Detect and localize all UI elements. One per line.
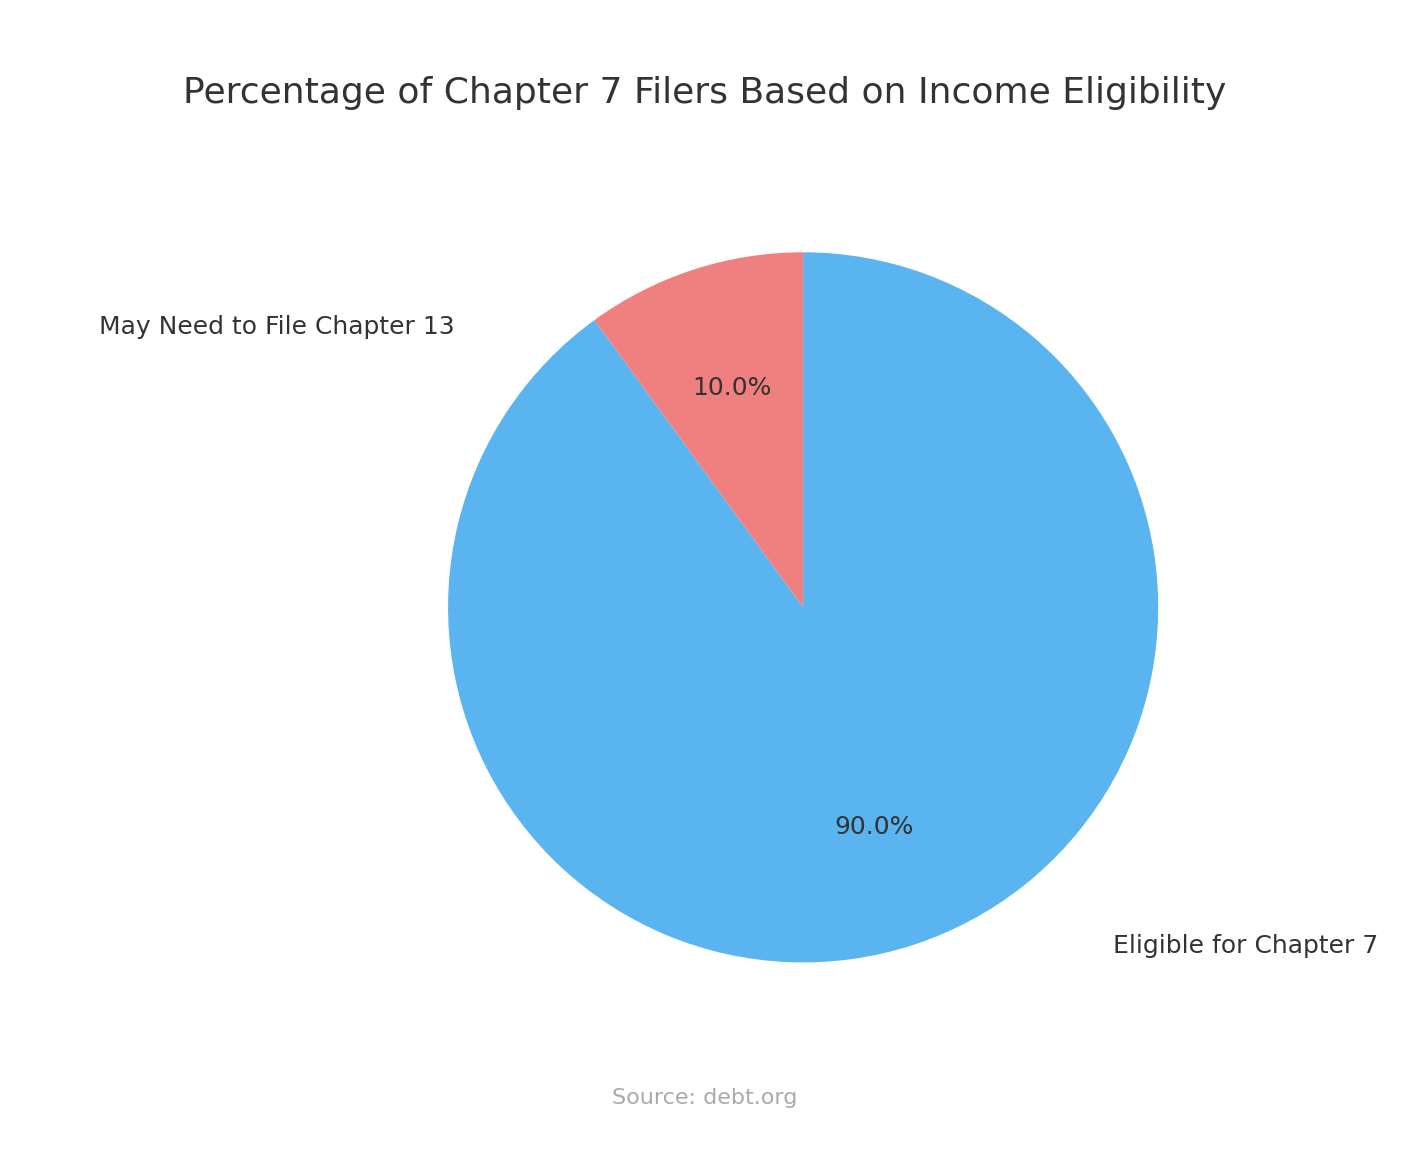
Wedge shape bbox=[595, 252, 803, 607]
Wedge shape bbox=[448, 252, 1158, 962]
Text: 10.0%: 10.0% bbox=[692, 376, 772, 399]
Text: May Need to File Chapter 13: May Need to File Chapter 13 bbox=[99, 315, 454, 339]
Text: Eligible for Chapter 7: Eligible for Chapter 7 bbox=[1113, 934, 1378, 958]
Text: Source: debt.org: Source: debt.org bbox=[612, 1087, 797, 1108]
Text: 90.0%: 90.0% bbox=[834, 815, 914, 839]
Text: Percentage of Chapter 7 Filers Based on Income Eligibility: Percentage of Chapter 7 Filers Based on … bbox=[183, 76, 1226, 111]
